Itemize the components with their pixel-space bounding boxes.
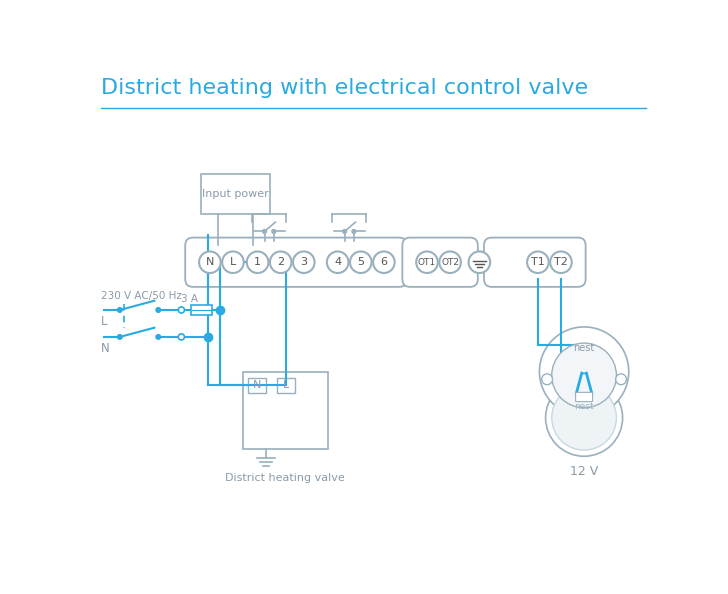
Text: 5: 5 [357, 257, 364, 267]
Circle shape [117, 308, 122, 312]
Bar [243, 372, 328, 448]
Circle shape [293, 251, 314, 273]
FancyBboxPatch shape [576, 393, 593, 402]
Text: T1: T1 [531, 257, 545, 267]
Text: 3: 3 [301, 257, 307, 267]
Bar [201, 173, 270, 214]
Circle shape [352, 229, 356, 233]
Text: L: L [230, 257, 236, 267]
Bar [248, 378, 266, 393]
Circle shape [178, 307, 184, 313]
Circle shape [542, 374, 553, 385]
Circle shape [272, 229, 276, 233]
Circle shape [222, 251, 244, 273]
Circle shape [327, 251, 349, 273]
Circle shape [270, 251, 291, 273]
Text: OT2: OT2 [441, 258, 459, 267]
Circle shape [350, 251, 371, 273]
Circle shape [552, 386, 617, 450]
Circle shape [616, 374, 626, 385]
Circle shape [156, 308, 161, 312]
Text: 4: 4 [334, 257, 341, 267]
Text: T2: T2 [554, 257, 568, 267]
Text: N: N [100, 342, 109, 355]
Text: 3 A: 3 A [181, 294, 197, 304]
Circle shape [550, 251, 571, 273]
Text: L: L [100, 315, 107, 328]
Circle shape [117, 334, 122, 339]
Text: nest: nest [574, 402, 594, 410]
Text: Input power: Input power [202, 189, 269, 199]
Text: nest: nest [574, 343, 595, 353]
Text: District heating with electrical control valve: District heating with electrical control… [100, 78, 587, 98]
Circle shape [545, 380, 622, 456]
Bar [277, 378, 296, 393]
Circle shape [552, 343, 617, 407]
Text: 12 V: 12 V [570, 465, 598, 478]
Text: 2: 2 [277, 257, 284, 267]
Circle shape [539, 327, 629, 416]
Circle shape [178, 334, 184, 340]
Circle shape [469, 251, 490, 273]
Text: 230 V AC/50 Hz: 230 V AC/50 Hz [100, 291, 181, 301]
Text: District heating valve: District heating valve [226, 473, 345, 483]
Circle shape [373, 251, 395, 273]
Text: 6: 6 [381, 257, 387, 267]
Text: L: L [283, 380, 289, 390]
Text: OT1: OT1 [418, 258, 436, 267]
Text: 1: 1 [254, 257, 261, 267]
FancyBboxPatch shape [403, 238, 478, 287]
Text: N: N [253, 380, 261, 390]
Circle shape [156, 334, 161, 339]
FancyBboxPatch shape [484, 238, 585, 287]
Circle shape [343, 229, 347, 233]
Circle shape [416, 251, 438, 273]
Bar [191, 305, 212, 315]
FancyBboxPatch shape [185, 238, 407, 287]
Circle shape [527, 251, 549, 273]
Circle shape [247, 251, 269, 273]
Circle shape [439, 251, 461, 273]
Circle shape [199, 251, 221, 273]
Text: N: N [206, 257, 214, 267]
Circle shape [263, 229, 266, 233]
